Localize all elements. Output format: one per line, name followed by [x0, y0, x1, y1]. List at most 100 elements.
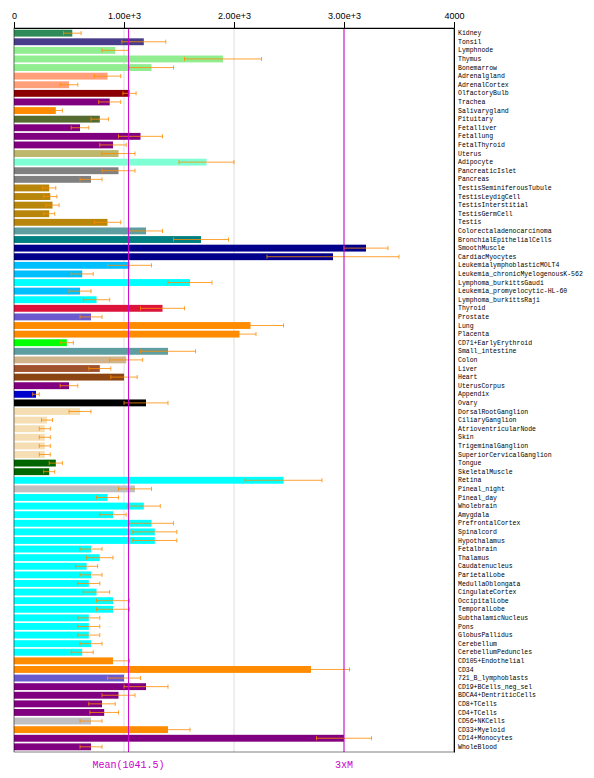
y-tick-label: FetalThyroid	[458, 142, 505, 149]
y-tick-label: CingulateCortex	[458, 589, 517, 596]
bar	[14, 142, 113, 149]
y-tick-label: Tongue	[458, 460, 482, 467]
y-tick-label: PancreaticIslet	[458, 168, 517, 175]
y-tick-label: CD34	[458, 667, 474, 674]
error-bar	[39, 452, 50, 456]
y-tick: Thyroid	[454, 305, 485, 312]
y-tick: CD14+Monocytes	[454, 735, 513, 742]
y-tick: Pituitary	[454, 116, 493, 123]
y-tick-label: AtrioventricularNode	[458, 426, 536, 433]
bars	[14, 30, 366, 751]
error-bar	[39, 444, 50, 448]
y-tick: TestisLeydigCell	[454, 194, 521, 201]
error-bar	[124, 401, 168, 405]
y-tick: Lymphoma_burkittsGaudi	[454, 280, 544, 287]
y-tick-label: WholeBlood	[458, 744, 497, 751]
bar	[14, 666, 311, 673]
bar	[14, 339, 67, 346]
y-tick-label: MedullaOblongata	[458, 581, 521, 588]
bar	[14, 494, 108, 501]
error-bar	[90, 710, 119, 714]
y-tick: SuperiorCervicalGanglion	[454, 452, 552, 459]
error-bar	[344, 246, 388, 250]
y-tick-label: Lymphnode	[458, 47, 493, 54]
error-bar	[87, 556, 113, 560]
y-tick: LeukemialymphoblasticMOLT4	[454, 262, 560, 269]
error-bar	[39, 435, 50, 439]
y-tick: Retina	[454, 477, 482, 484]
y-tick-label: CD105+Endothelial	[458, 658, 524, 665]
y-tick: Fetalliver	[454, 125, 497, 132]
error-bar	[108, 676, 141, 680]
y-tick: DorsalRootGanglion	[454, 409, 528, 416]
y-tick: Appendix	[454, 391, 489, 398]
plot: 01.00e+32.00e+33.00e+34000KidneyTonsilLy…	[12, 11, 583, 771]
bar	[14, 374, 124, 381]
bar	[14, 735, 344, 742]
y-tick-label: Pineal_day	[458, 495, 497, 502]
y-tick-label: UterusCorpus	[458, 383, 505, 390]
y-tick-label: Appendix	[458, 391, 489, 398]
y-axis-line	[454, 29, 455, 753]
y-tick: AtrioventricularNode	[454, 426, 536, 433]
y-tick-label: Lung	[458, 323, 474, 330]
y-tick-label: AdrenalCortex	[458, 82, 509, 89]
grid	[14, 28, 454, 752]
error-bar	[110, 358, 143, 362]
error-bar	[71, 650, 93, 654]
y-tick-label: Testis	[458, 219, 482, 226]
bar	[14, 124, 80, 131]
error-bar	[97, 599, 130, 603]
x-tick: 1.00e+3	[108, 11, 141, 28]
y-axis: KidneyTonsilLymphnodeThymusBonemarrowAdr…	[454, 29, 583, 753]
error-bar	[102, 48, 128, 52]
error-bar	[133, 530, 177, 534]
error-bar	[102, 151, 135, 155]
error-bar	[80, 177, 102, 181]
y-tick-label: ParietalLobe	[458, 572, 505, 579]
y-tick: Thalamus	[454, 555, 489, 562]
error-bar	[130, 229, 163, 233]
bar	[14, 227, 146, 234]
bar	[14, 47, 115, 54]
bar	[14, 331, 240, 338]
x-axis: 01.00e+32.00e+33.00e+34000	[12, 11, 465, 29]
error-bar	[111, 375, 137, 379]
y-tick-label: BronchialEpithelialCells	[458, 237, 552, 244]
y-tick-label: Cerebellum	[458, 641, 497, 648]
y-tick-label: 721_B_lymphoblasts	[458, 675, 528, 682]
y-tick-label: Adrenalgland	[458, 73, 505, 80]
y-tick-label: Uterus	[458, 151, 482, 158]
y-tick: PancreaticIslet	[454, 168, 517, 175]
y-tick-label: CerebellumPeduncles	[458, 649, 532, 656]
error-bar	[69, 409, 91, 413]
x-tick-mark	[344, 22, 345, 28]
bar	[14, 571, 91, 578]
y-tick: Liver	[454, 366, 478, 373]
annotation-label: Mean(1041.5)	[93, 760, 165, 771]
grid-line	[454, 28, 455, 752]
error-bar	[78, 616, 100, 620]
y-tick: Bonemarrow	[454, 65, 497, 72]
y-tick-label: Liver	[458, 366, 478, 373]
y-tick: Fetalbrain	[454, 546, 497, 553]
error-bar	[130, 65, 174, 69]
error-bar	[42, 418, 53, 422]
bar	[14, 236, 201, 243]
y-tick: Colorectaladenocarcinoma	[454, 228, 552, 235]
y-tick: Lymphoma_burkittsRaji	[454, 297, 540, 304]
error-bar	[91, 117, 109, 121]
y-tick: CD33+Myeloid	[454, 727, 505, 734]
bar	[14, 546, 91, 553]
error-bar	[83, 298, 109, 302]
error-bar	[141, 306, 185, 310]
error-bar	[94, 74, 120, 78]
y-tick: Testis	[454, 219, 482, 226]
y-tick-label: Fetalbrain	[458, 546, 497, 553]
y-tick: PrefrontalCortex	[454, 520, 521, 527]
y-tick: CerebellumPeduncles	[454, 649, 532, 656]
y-tick: Fetallung	[454, 133, 493, 140]
reference-line	[128, 28, 129, 752]
annotation-labels: Mean(1041.5) 3xM	[93, 760, 353, 771]
annotation-label: 3xM	[335, 760, 353, 771]
